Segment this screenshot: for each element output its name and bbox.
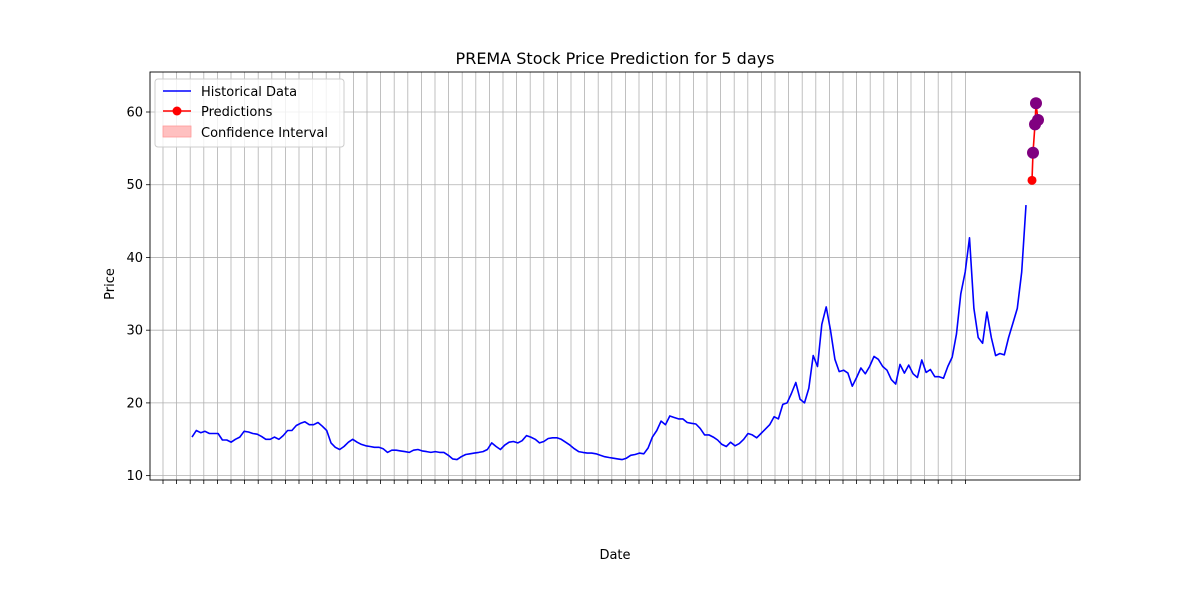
legend-predictions-marker (172, 106, 182, 116)
y-tick-label: 40 (126, 251, 143, 266)
confidence-marker (1030, 97, 1042, 110)
legend-historical-label: Historical Data (201, 85, 297, 100)
confidence-marker (1032, 114, 1044, 126)
y-tick-label: 30 (126, 324, 143, 339)
axes-frame (149, 71, 1081, 481)
y-tick-label: 60 (126, 106, 143, 121)
x-axis (162, 480, 966, 484)
confidence-marker (1027, 146, 1039, 159)
plot-frame (149, 71, 1081, 481)
legend-box (154, 78, 345, 148)
y-axis-label: Price (103, 268, 118, 300)
prediction-point (1027, 175, 1037, 185)
prediction-series (1027, 97, 1044, 185)
y-tick-label: 20 (126, 396, 143, 411)
y-tick-label: 50 (126, 178, 143, 193)
historical-series (191, 205, 1027, 461)
historical-line (191, 205, 1027, 461)
legend: Historical Data Predictions Confidence I… (154, 78, 345, 148)
x-axis-label: Date (599, 548, 630, 563)
legend-predictions-label: Predictions (201, 105, 273, 120)
chart-title: PREMA Stock Price Prediction for 5 days (456, 49, 775, 68)
y-tick-label: 10 (126, 469, 143, 484)
legend-confidence-label: Confidence Interval (201, 126, 328, 141)
y-axis: 10 20 30 40 50 60 (126, 106, 150, 484)
legend-confidence-swatch (162, 125, 192, 138)
